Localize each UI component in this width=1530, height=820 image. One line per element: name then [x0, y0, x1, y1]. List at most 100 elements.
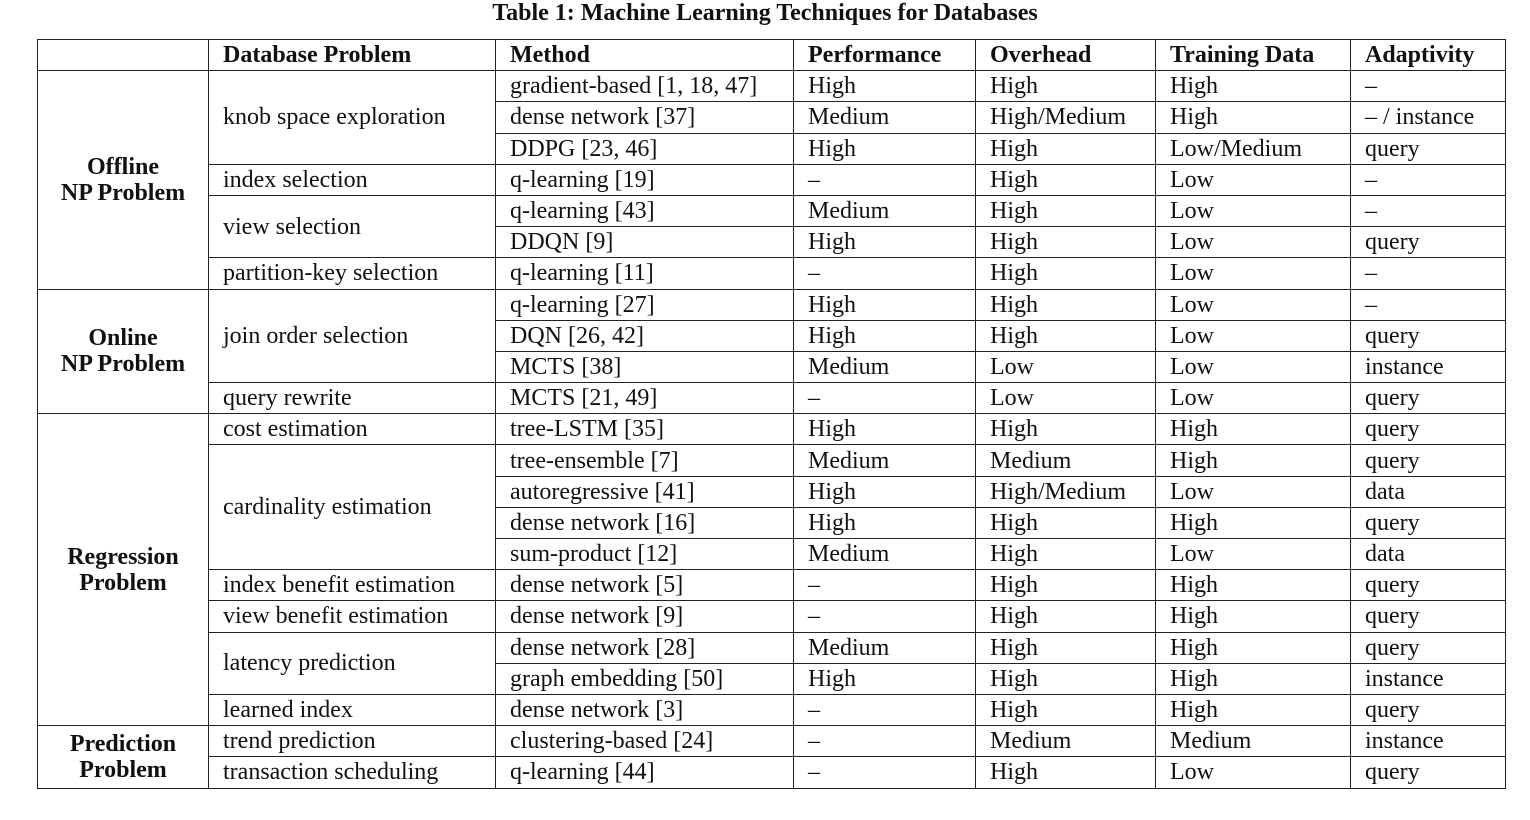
method-cell: q-learning [44]: [495, 756, 794, 789]
performance-cell: High: [793, 662, 976, 695]
performance-cell: Medium: [793, 194, 976, 228]
table-row: MCTS [38] Medium Low Low instance: [38, 350, 1506, 384]
header-method: Method: [495, 38, 794, 72]
performance-cell: Medium: [793, 101, 976, 134]
table-body: Offline NP Problem knob space exploration g…: [37, 70, 1506, 789]
training-data-cell: Low: [1155, 163, 1351, 196]
performance-cell: –: [793, 756, 976, 789]
method-cell: dense network [5]: [495, 569, 794, 602]
method-cell: autoregressive [41]: [495, 475, 794, 508]
overhead-cell: High: [975, 413, 1156, 446]
table-row: Online NP Problem join order selection q-le…: [37, 288, 1506, 415]
training-data-cell: High: [1155, 444, 1351, 477]
adaptivity-cell: query: [1350, 226, 1506, 259]
adaptivity-cell: –: [1350, 288, 1506, 321]
performance-cell: High: [793, 475, 976, 508]
adaptivity-cell: –: [1350, 257, 1506, 290]
adaptivity-cell: – / instance: [1350, 101, 1506, 134]
performance-cell: High: [793, 70, 976, 103]
table-row: Offline NP Problem knob space exploration g…: [37, 70, 1506, 290]
training-data-cell: High: [1155, 600, 1351, 633]
problem-category-cell: Prediction Problem: [37, 725, 209, 789]
table-row: graph embedding [50] High High High instance: [38, 662, 1506, 695]
database-problem-cell: latency prediction: [208, 631, 496, 695]
performance-cell: Medium: [793, 350, 976, 384]
performance-cell: High: [793, 506, 976, 540]
adaptivity-cell: query: [1350, 631, 1506, 664]
adaptivity-cell: instance: [1350, 350, 1506, 384]
method-cell: q-learning [19]: [495, 163, 794, 196]
performance-cell: –: [793, 693, 976, 727]
adaptivity-cell: data: [1350, 475, 1506, 508]
adaptivity-cell: query: [1350, 693, 1506, 727]
header-training-data: Training Data: [1155, 38, 1351, 72]
table-row: dense network [16] High High High query: [38, 506, 1506, 540]
method-cell: MCTS [21, 49]: [495, 382, 794, 415]
table-row: sum-product [12] Medium High Low data: [38, 537, 1506, 571]
training-data-cell: Low: [1155, 257, 1351, 290]
performance-cell: –: [793, 600, 976, 633]
table-row: view benefit estimation dense network [9]…: [38, 600, 1506, 633]
table-row: Prediction Problem trend prediction cluster…: [37, 725, 1506, 789]
performance-cell: High: [793, 288, 976, 321]
training-data-cell: Medium: [1155, 725, 1351, 758]
training-data-cell: High: [1155, 413, 1351, 446]
performance-cell: –: [793, 382, 976, 415]
table-row: index selection q-learning [19] – High Low –: [38, 163, 1506, 196]
database-problem-cell: query rewrite: [208, 382, 496, 415]
adaptivity-cell: query: [1350, 132, 1506, 165]
problem-category-cell: Offline NP Problem: [37, 70, 209, 290]
overhead-cell: High: [975, 631, 1156, 664]
performance-cell: Medium: [793, 444, 976, 477]
adaptivity-cell: query: [1350, 444, 1506, 477]
overhead-cell: High: [975, 756, 1156, 789]
database-problem-cell: learned index: [208, 693, 496, 727]
header-row: Database Problem Method Performance Over…: [37, 38, 1506, 72]
overhead-cell: High: [975, 662, 1156, 695]
header-adaptivity: Adaptivity: [1350, 38, 1506, 72]
training-data-cell: Low: [1155, 382, 1351, 415]
overhead-cell: High: [975, 693, 1156, 727]
overhead-cell: High/Medium: [975, 475, 1156, 508]
method-cell: dense network [16]: [495, 506, 794, 540]
method-cell: tree-ensemble [7]: [495, 444, 794, 477]
training-data-cell: Low: [1155, 319, 1351, 352]
overhead-cell: High: [975, 70, 1156, 103]
method-cell: DDPG [23, 46]: [495, 132, 794, 165]
ml-techniques-table: Database Problem Method Performance Over…: [37, 38, 1506, 789]
database-problem-cell: view benefit estimation: [208, 600, 496, 633]
table-row: DDQN [9] High High Low query: [38, 226, 1506, 259]
overhead-cell: Medium: [975, 725, 1156, 758]
table-row: index benefit estimation dense network [5…: [38, 569, 1506, 602]
overhead-cell: High: [975, 132, 1156, 165]
performance-cell: High: [793, 132, 976, 165]
training-data-cell: High: [1155, 662, 1351, 695]
method-cell: graph embedding [50]: [495, 662, 794, 695]
adaptivity-cell: data: [1350, 537, 1506, 571]
problem-category-line: Online: [88, 325, 158, 352]
overhead-cell: High: [975, 194, 1156, 228]
overhead-cell: High: [975, 537, 1156, 571]
training-data-cell: Low: [1155, 475, 1351, 508]
method-cell: dense network [3]: [495, 693, 794, 727]
training-data-cell: High: [1155, 70, 1351, 103]
overhead-cell: High: [975, 319, 1156, 352]
adaptivity-cell: query: [1350, 382, 1506, 415]
header-overhead: Overhead: [975, 38, 1156, 72]
overhead-cell: Low: [975, 350, 1156, 384]
overhead-cell: High: [975, 569, 1156, 602]
database-problem-cell: trend prediction: [208, 725, 496, 758]
training-data-cell: Low: [1155, 194, 1351, 228]
performance-cell: Medium: [793, 537, 976, 571]
method-cell: clustering-based [24]: [495, 725, 794, 758]
performance-cell: Medium: [793, 631, 976, 664]
overhead-cell: Low: [975, 382, 1156, 415]
overhead-cell: High: [975, 226, 1156, 259]
database-problem-cell: join order selection: [208, 288, 496, 384]
problem-category-line: Problem: [79, 569, 167, 596]
adaptivity-cell: query: [1350, 600, 1506, 633]
adaptivity-cell: query: [1350, 413, 1506, 446]
adaptivity-cell: –: [1350, 70, 1506, 103]
training-data-cell: High: [1155, 506, 1351, 540]
table-row: transaction scheduling q-learning [44] – Hi…: [38, 756, 1506, 789]
